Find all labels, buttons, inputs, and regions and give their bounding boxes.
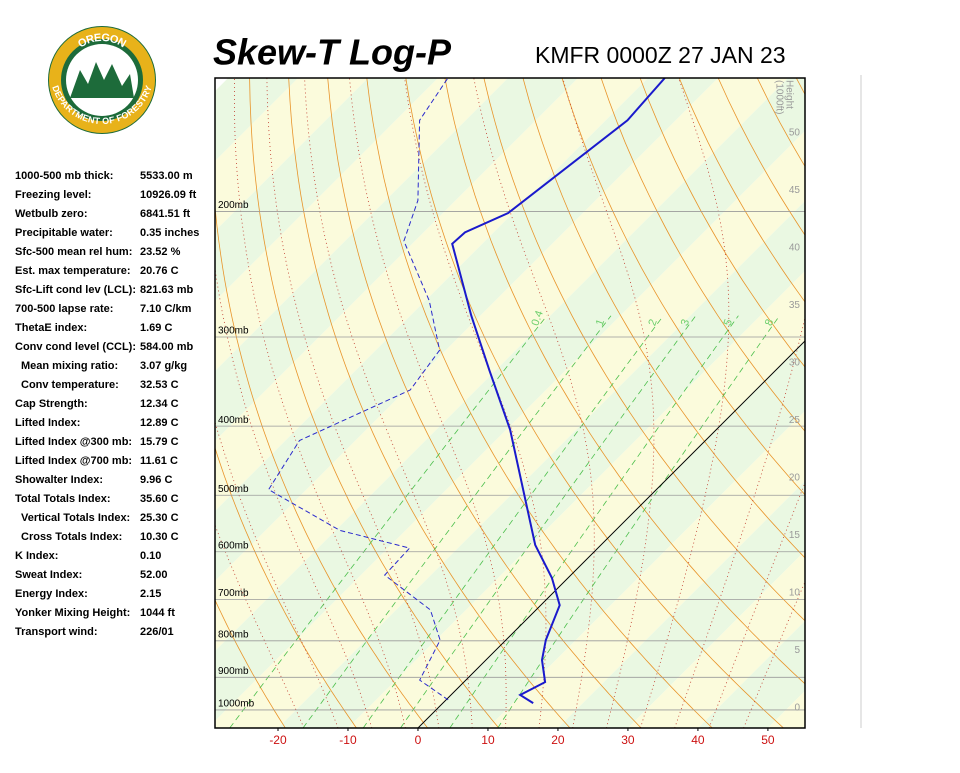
height-axis-label: (1000ft)	[773, 80, 784, 114]
index-value: 1044 ft	[140, 607, 175, 619]
index-label: Wetbulb zero:	[15, 208, 88, 220]
index-label: Showalter Index:	[15, 474, 103, 486]
pressure-label: 1000mb	[218, 699, 255, 710]
index-label: Total Totals Index:	[15, 493, 111, 505]
index-label: Conv cond level (CCL):	[15, 341, 136, 353]
height-tick-label: 10	[789, 588, 801, 599]
height-tick-label: 15	[789, 530, 801, 541]
index-value: 10926.09 ft	[140, 189, 197, 201]
index-label: Vertical Totals Index:	[21, 512, 130, 524]
index-value: 35.60 C	[140, 493, 179, 505]
height-tick-label: 25	[789, 415, 801, 426]
pressure-label: 800mb	[218, 629, 249, 640]
index-label: K Index:	[15, 550, 58, 562]
height-tick-label: 40	[789, 243, 801, 254]
index-value: 0.35 inches	[140, 227, 199, 239]
index-value: 11.61 C	[140, 455, 178, 467]
index-label: Cap Strength:	[15, 398, 88, 410]
index-value: 52.00	[140, 569, 168, 581]
index-label: Sfc-500 mean rel hum:	[15, 246, 132, 258]
title: Skew-T Log-P	[213, 32, 452, 73]
index-value: 1.69 C	[140, 322, 172, 334]
index-label: Lifted Index @700 mb:	[15, 455, 132, 467]
index-label: Freezing level:	[15, 189, 91, 201]
index-value: 2.15	[140, 588, 161, 600]
index-value: 3.07 g/kg	[140, 360, 187, 372]
index-value: 5533.00 m	[140, 170, 193, 182]
index-label: ThetaE index:	[15, 322, 87, 334]
index-value: 20.76 C	[140, 265, 179, 277]
x-tick-label: 30	[621, 733, 635, 747]
index-value: 12.34 C	[140, 398, 179, 410]
index-value: 25.30 C	[140, 512, 179, 524]
index-label: Yonker Mixing Height:	[15, 607, 130, 619]
index-label: 1000-500 mb thick:	[15, 170, 113, 182]
x-tick-label: -10	[339, 733, 357, 747]
dry-adiabat	[953, 78, 960, 728]
x-tick-label: 0	[415, 733, 422, 747]
index-label: Transport wind:	[15, 626, 98, 638]
index-label: Precipitable water:	[15, 227, 113, 239]
dry-adiabat	[835, 78, 960, 728]
index-value: 15.79 C	[140, 436, 179, 448]
station: KMFR 0000Z 27 JAN 23	[535, 42, 786, 68]
pressure-label: 900mb	[218, 666, 249, 677]
index-value: 584.00 mb	[140, 341, 193, 353]
height-tick-label: 45	[789, 185, 801, 196]
x-tick-label: -20	[269, 733, 287, 747]
height-tick-label: 0	[794, 703, 800, 714]
pressure-label: 300mb	[218, 326, 249, 337]
height-tick-label: 5	[794, 645, 800, 656]
index-value: 12.89 C	[140, 417, 179, 429]
index-label: 700-500 lapse rate:	[15, 303, 113, 315]
indices-table: 1000-500 mb thick: 5533.00 m Freezing leve…	[15, 170, 199, 638]
index-value: 6841.51 ft	[140, 208, 190, 220]
index-value: 7.10 C/km	[140, 303, 192, 315]
height-tick-label: 50	[789, 128, 801, 139]
x-tick-label: 10	[481, 733, 495, 747]
pressure-label: 600mb	[218, 540, 249, 551]
index-value: 9.96 C	[140, 474, 172, 486]
dry-adiabat	[796, 78, 960, 728]
x-tick-label: 40	[691, 733, 705, 747]
index-label: Lifted Index:	[15, 417, 80, 429]
index-value: 32.53 C	[140, 379, 179, 391]
index-label: Lifted Index @300 mb:	[15, 436, 132, 448]
dry-adiabat	[874, 78, 960, 728]
height-tick-label: 30	[789, 358, 801, 369]
index-value: 821.63 mb	[140, 284, 193, 296]
pressure-label: 500mb	[218, 484, 249, 495]
index-label: Energy Index:	[15, 588, 88, 600]
index-value: 23.52 %	[140, 246, 181, 258]
index-value: 10.30 C	[140, 531, 179, 543]
index-label: Mean mixing ratio:	[21, 360, 118, 372]
pressure-label: 200mb	[218, 200, 249, 211]
index-label: Sfc-Lift cond lev (LCL):	[15, 284, 136, 296]
pressure-label: 400mb	[218, 415, 249, 426]
dry-adiabat	[914, 78, 960, 728]
index-value: 0.10	[140, 550, 161, 562]
index-value: 226/01	[140, 626, 174, 638]
index-label: Conv temperature:	[21, 379, 119, 391]
x-tick-label: 50	[761, 733, 775, 747]
index-label: Est. max temperature:	[15, 265, 131, 277]
index-label: Sweat Index:	[15, 569, 82, 581]
height-tick-label: 20	[789, 473, 801, 484]
logo: OREGON DEPARTMENT OF FORESTRY	[48, 26, 156, 134]
height-tick-label: 35	[789, 300, 801, 311]
x-tick-label: 20	[551, 733, 565, 747]
index-label: Cross Totals Index:	[21, 531, 122, 543]
pressure-label: 700mb	[218, 588, 249, 599]
